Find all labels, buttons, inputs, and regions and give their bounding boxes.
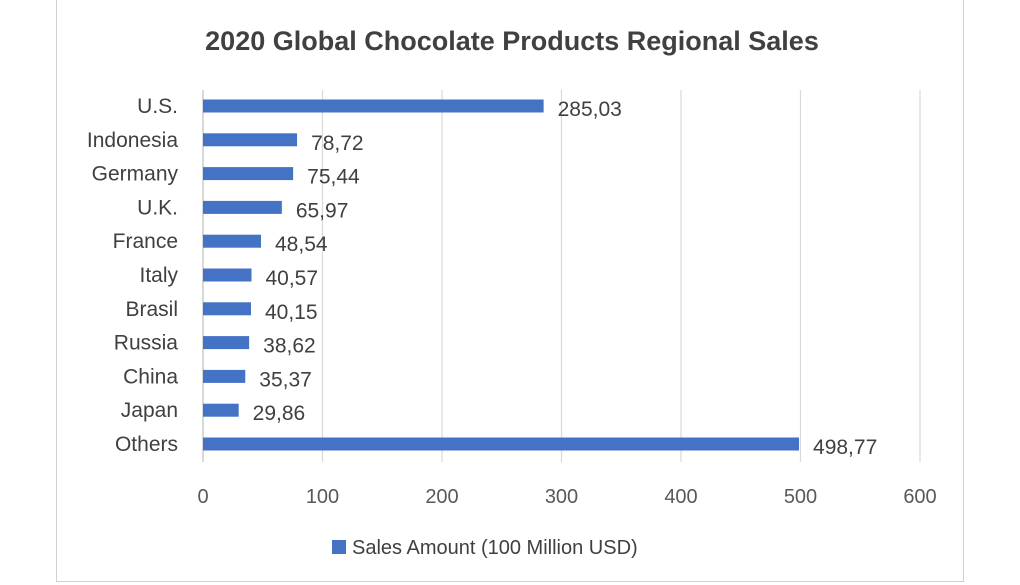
chart-title: 2020 Global Chocolate Products Regional …: [205, 26, 819, 56]
bar-layer: [203, 99, 800, 451]
data-label: 285,03: [558, 98, 622, 121]
data-label: 78,72: [311, 132, 364, 155]
category-label: Japan: [121, 399, 178, 422]
bar-brasil: [203, 302, 251, 316]
bar-japan: [203, 403, 239, 417]
x-tick-label: 100: [306, 486, 339, 508]
data-label: 35,37: [259, 368, 312, 391]
category-label: China: [123, 365, 178, 388]
bar-russia: [203, 336, 250, 350]
label-layer: U.S. 285,03 Indonesia 78,72 Germany 75,44 U.K.…: [87, 95, 877, 459]
data-label: 38,62: [263, 335, 316, 358]
data-label: 29,86: [253, 402, 306, 425]
category-label: U.K.: [137, 196, 178, 219]
tick-layer: 0 100 200 300 400 500 600: [197, 486, 936, 508]
x-tick-label: 300: [545, 486, 578, 508]
category-label: Brasil: [125, 298, 178, 321]
category-label: France: [113, 230, 178, 253]
x-tick-label: 200: [425, 486, 458, 508]
data-label: 498,77: [813, 436, 877, 459]
bar-germany: [203, 167, 294, 181]
x-tick-label: 0: [197, 486, 208, 508]
data-label: 75,44: [307, 166, 360, 189]
legend: Sales Amount (100 Million USD): [332, 537, 638, 559]
bar-china: [203, 369, 246, 383]
x-tick-label: 400: [664, 486, 697, 508]
bar-indonesia: [203, 133, 298, 147]
bar-france: [203, 234, 262, 248]
category-label: Russia: [114, 332, 179, 355]
legend-label: Sales Amount (100 Million USD): [352, 537, 638, 559]
data-label: 40,15: [265, 301, 318, 324]
data-label: 48,54: [275, 233, 328, 256]
bar-others: [203, 437, 800, 451]
bar-u-s: [203, 99, 544, 113]
category-label: Germany: [92, 163, 179, 186]
category-label: U.S.: [137, 95, 178, 118]
x-tick-label: 500: [784, 486, 817, 508]
bar-u-k: [203, 200, 282, 214]
x-tick-label: 600: [903, 486, 936, 508]
data-label: 65,97: [296, 199, 349, 222]
data-label: 40,57: [265, 267, 318, 290]
category-label: Others: [115, 433, 178, 456]
legend-swatch: [332, 540, 346, 554]
category-label: Indonesia: [87, 129, 178, 152]
category-label: Italy: [139, 264, 178, 287]
bar-italy: [203, 268, 252, 282]
chart-frame: [56, 0, 964, 582]
